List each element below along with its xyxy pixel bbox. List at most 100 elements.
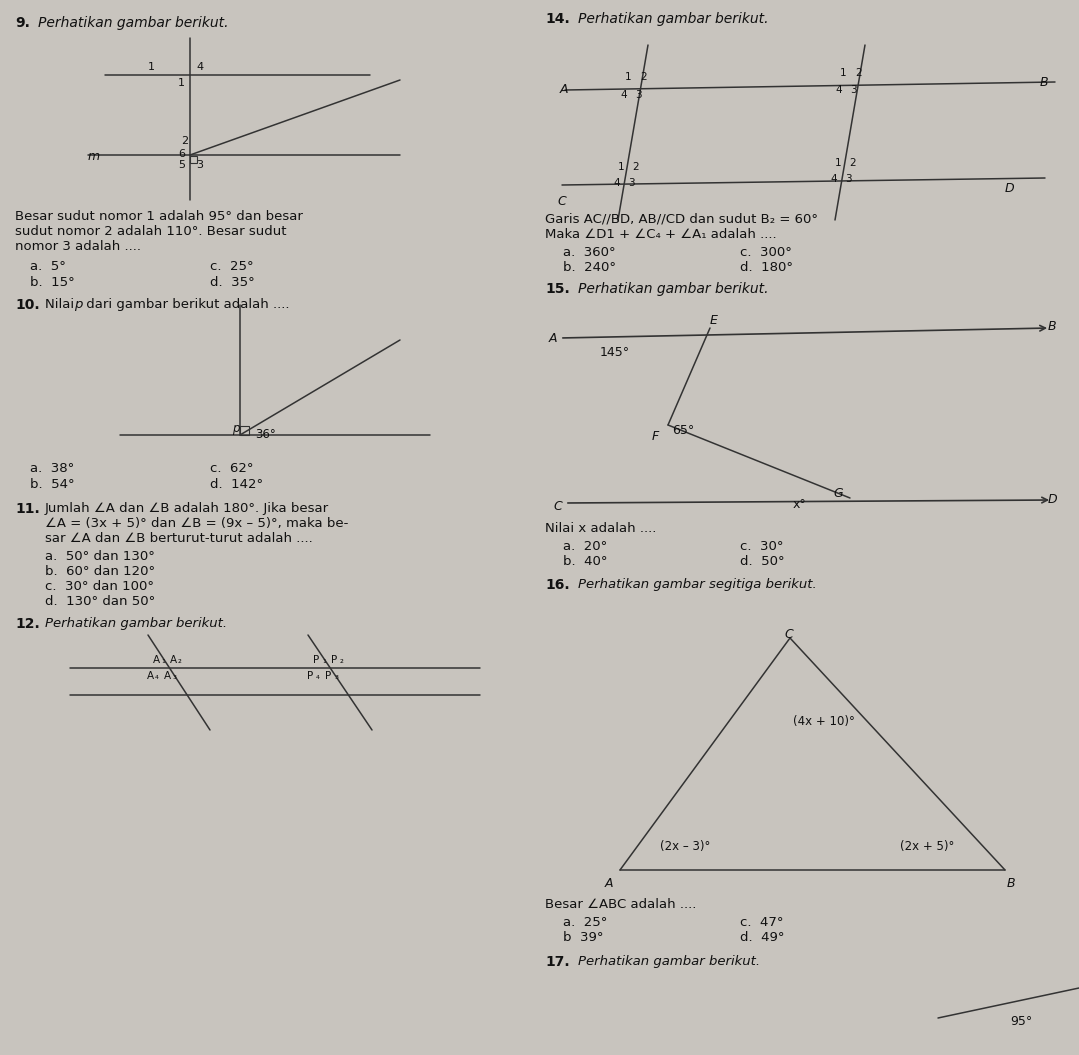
- Text: P: P: [308, 671, 313, 680]
- Text: x°: x°: [793, 498, 807, 511]
- Text: 17.: 17.: [545, 955, 570, 968]
- Text: 1: 1: [625, 72, 631, 82]
- Text: p: p: [74, 298, 82, 311]
- Text: dari gambar berikut adalah ....: dari gambar berikut adalah ....: [82, 298, 289, 311]
- Text: 4: 4: [830, 174, 836, 184]
- Text: 145°: 145°: [600, 346, 630, 359]
- Text: 2: 2: [855, 68, 862, 78]
- Bar: [240, 426, 249, 435]
- Text: A: A: [147, 671, 154, 680]
- Text: 4: 4: [613, 178, 619, 188]
- Text: a.  38°: a. 38°: [30, 462, 74, 475]
- Text: F: F: [652, 430, 659, 443]
- Text: m: m: [88, 150, 100, 164]
- Text: 2: 2: [849, 158, 856, 168]
- Text: B: B: [1007, 877, 1015, 890]
- Bar: [190, 156, 197, 164]
- Text: c.  30°: c. 30°: [740, 540, 783, 553]
- Text: 95°: 95°: [1010, 1015, 1033, 1028]
- Text: b  39°: b 39°: [563, 931, 603, 944]
- Text: Nilai: Nilai: [45, 298, 79, 311]
- Text: C: C: [557, 195, 565, 208]
- Text: G: G: [833, 487, 843, 500]
- Text: Perhatikan gambar berikut.: Perhatikan gambar berikut.: [578, 282, 768, 296]
- Text: 9.: 9.: [15, 16, 30, 30]
- Text: d.  180°: d. 180°: [740, 261, 793, 274]
- Text: (4x + 10)°: (4x + 10)°: [793, 715, 855, 728]
- Text: 6: 6: [178, 149, 185, 159]
- Text: a.  50° dan 130°: a. 50° dan 130°: [45, 550, 155, 563]
- Text: 2: 2: [640, 72, 646, 82]
- Text: D: D: [1048, 493, 1057, 506]
- Text: 2: 2: [181, 136, 188, 146]
- Text: b.  54°: b. 54°: [30, 478, 74, 491]
- Text: P: P: [325, 671, 331, 680]
- Text: 1: 1: [839, 68, 847, 78]
- Text: b.  15°: b. 15°: [30, 276, 74, 289]
- Text: 3: 3: [845, 174, 851, 184]
- Text: Maka ∠D1 + ∠C₄ + ∠A₁ adalah ....: Maka ∠D1 + ∠C₄ + ∠A₁ adalah ....: [545, 228, 777, 241]
- Text: P: P: [313, 655, 319, 665]
- Text: (2x + 5)°: (2x + 5)°: [900, 840, 954, 853]
- Text: Perhatikan gambar berikut.: Perhatikan gambar berikut.: [45, 617, 227, 630]
- Text: d.  35°: d. 35°: [210, 276, 255, 289]
- Text: Perhatikan gambar segitiga berikut.: Perhatikan gambar segitiga berikut.: [578, 578, 817, 591]
- Text: p: p: [232, 422, 240, 435]
- Text: A: A: [153, 655, 160, 665]
- Text: Besar ∠ABC adalah ....: Besar ∠ABC adalah ....: [545, 898, 696, 912]
- Text: B: B: [1048, 320, 1056, 333]
- Text: 4: 4: [835, 85, 842, 95]
- Text: 4: 4: [620, 90, 627, 100]
- Text: c.  25°: c. 25°: [210, 260, 254, 273]
- Text: 10.: 10.: [15, 298, 40, 312]
- Text: ₂: ₂: [340, 655, 344, 665]
- Text: 5: 5: [178, 160, 185, 170]
- Text: b.  60° dan 120°: b. 60° dan 120°: [45, 565, 155, 578]
- Text: c.  62°: c. 62°: [210, 462, 254, 475]
- Text: 1: 1: [618, 162, 625, 172]
- Text: d.  49°: d. 49°: [740, 931, 784, 944]
- Text: Garis AC//BD, AB//CD dan sudut B₂ = 60°: Garis AC//BD, AB//CD dan sudut B₂ = 60°: [545, 213, 818, 226]
- Text: A: A: [549, 332, 558, 345]
- Text: 16.: 16.: [545, 578, 570, 592]
- Text: 11.: 11.: [15, 502, 40, 516]
- Text: E: E: [710, 314, 718, 327]
- Text: A: A: [170, 655, 177, 665]
- Text: P: P: [331, 655, 338, 665]
- Text: 3: 3: [850, 85, 857, 95]
- Text: ₄: ₄: [155, 671, 159, 680]
- Text: 1: 1: [835, 158, 842, 168]
- Text: (2x – 3)°: (2x – 3)°: [660, 840, 710, 853]
- Text: a.  25°: a. 25°: [563, 916, 607, 929]
- Text: sudut nomor 2 adalah 110°. Besar sudut: sudut nomor 2 adalah 110°. Besar sudut: [15, 225, 287, 238]
- Text: nomor 3 adalah ....: nomor 3 adalah ....: [15, 239, 141, 253]
- Text: c.  47°: c. 47°: [740, 916, 783, 929]
- Text: a.  360°: a. 360°: [563, 246, 616, 258]
- Text: Jumlah ∠A dan ∠B adalah 180°. Jika besar: Jumlah ∠A dan ∠B adalah 180°. Jika besar: [45, 502, 329, 515]
- Text: Besar sudut nomor 1 adalah 95° dan besar: Besar sudut nomor 1 adalah 95° dan besar: [15, 210, 303, 223]
- Text: c.  300°: c. 300°: [740, 246, 792, 258]
- Text: 3: 3: [636, 90, 642, 100]
- Text: 4: 4: [196, 62, 203, 72]
- Text: sar ∠A dan ∠B berturut-turut adalah ....: sar ∠A dan ∠B berturut-turut adalah ....: [45, 532, 313, 545]
- Text: D: D: [1005, 183, 1014, 195]
- Text: 36°: 36°: [255, 428, 276, 441]
- Text: ₂: ₂: [178, 655, 182, 665]
- Text: ₃: ₃: [172, 671, 176, 680]
- Text: A: A: [560, 83, 569, 96]
- Text: d.  50°: d. 50°: [740, 555, 784, 568]
- Text: C: C: [554, 500, 562, 513]
- Text: ₄: ₄: [316, 671, 319, 680]
- Text: 3: 3: [628, 178, 634, 188]
- Text: ₃: ₃: [334, 671, 338, 680]
- Text: ∠A = (3x + 5)° dan ∠B = (9x – 5)°, maka be-: ∠A = (3x + 5)° dan ∠B = (9x – 5)°, maka …: [45, 517, 349, 530]
- Text: b.  40°: b. 40°: [563, 555, 607, 568]
- Text: Nilai x adalah ....: Nilai x adalah ....: [545, 522, 656, 535]
- Text: Perhatikan gambar berikut.: Perhatikan gambar berikut.: [38, 16, 229, 30]
- Text: 3: 3: [196, 160, 203, 170]
- Text: C: C: [784, 628, 793, 641]
- Text: d.  142°: d. 142°: [210, 478, 263, 491]
- Text: b.  240°: b. 240°: [563, 261, 616, 274]
- Text: 14.: 14.: [545, 12, 570, 26]
- Text: Perhatikan gambar berikut.: Perhatikan gambar berikut.: [578, 955, 760, 968]
